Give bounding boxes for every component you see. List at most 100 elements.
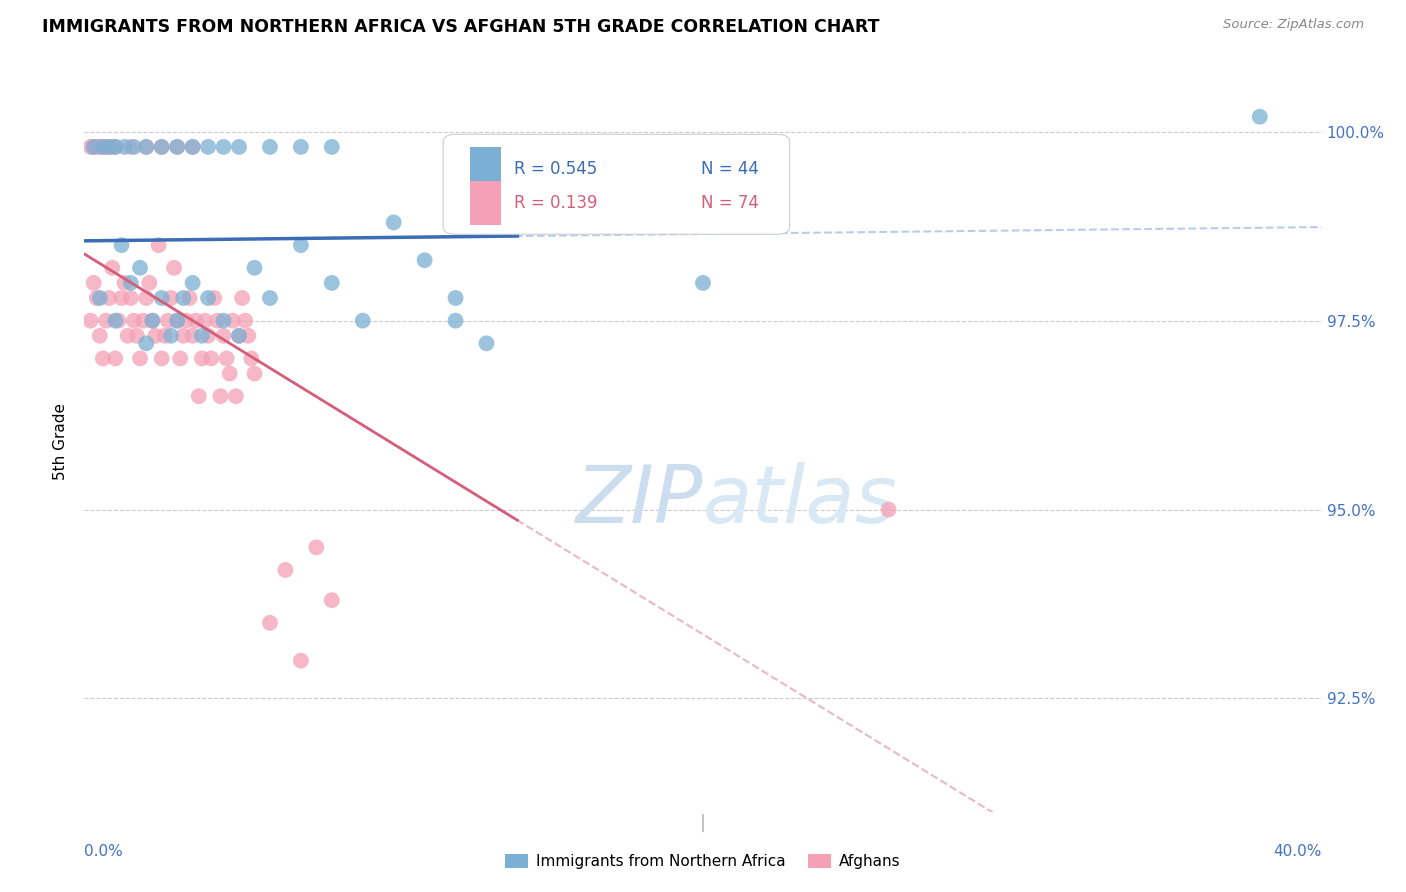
Point <box>444 291 467 305</box>
Point <box>94 140 117 154</box>
Point <box>135 336 157 351</box>
Point <box>181 328 204 343</box>
Point <box>117 328 139 343</box>
Point <box>79 313 101 327</box>
Point <box>135 140 157 154</box>
Point <box>240 351 263 366</box>
Point <box>150 291 173 305</box>
Point <box>89 328 111 343</box>
Point <box>160 328 183 343</box>
Point <box>212 140 235 154</box>
Point <box>212 328 235 343</box>
Point <box>215 351 238 366</box>
Point <box>259 140 281 154</box>
Point <box>181 140 204 154</box>
Point <box>181 140 204 154</box>
Point <box>200 351 222 366</box>
Point <box>225 389 247 403</box>
Point <box>172 291 194 305</box>
Point <box>413 253 436 268</box>
Point <box>169 351 191 366</box>
Text: atlas: atlas <box>703 462 898 540</box>
Point <box>877 502 900 516</box>
Point <box>194 313 217 327</box>
Point <box>114 140 136 154</box>
Point <box>150 140 173 154</box>
Point <box>114 276 136 290</box>
Point <box>91 351 114 366</box>
Point <box>321 276 343 290</box>
Point <box>141 313 163 327</box>
Point <box>89 140 111 154</box>
Point <box>153 328 176 343</box>
Point <box>98 291 121 305</box>
Point <box>166 313 188 327</box>
Point <box>120 291 142 305</box>
Point <box>228 140 250 154</box>
FancyBboxPatch shape <box>443 135 790 235</box>
Point <box>138 276 160 290</box>
Point <box>218 367 240 381</box>
Point <box>197 328 219 343</box>
Point <box>104 351 127 366</box>
Point <box>228 328 250 343</box>
Point <box>352 313 374 327</box>
Point <box>129 351 152 366</box>
Text: R = 0.545: R = 0.545 <box>513 160 598 178</box>
Point <box>135 291 157 305</box>
Point <box>321 593 343 607</box>
Point <box>150 351 173 366</box>
Point <box>150 140 173 154</box>
Point <box>160 291 183 305</box>
Point <box>475 336 498 351</box>
Point <box>222 313 245 327</box>
Point <box>107 313 129 327</box>
Point <box>98 140 121 154</box>
Point <box>382 215 405 229</box>
Point <box>191 328 214 343</box>
Point <box>166 140 188 154</box>
Point <box>104 140 127 154</box>
Point <box>181 276 204 290</box>
Point <box>129 260 152 275</box>
Point <box>228 328 250 343</box>
Point <box>135 140 157 154</box>
Point <box>176 313 198 327</box>
Point <box>89 291 111 305</box>
Point <box>321 140 343 154</box>
Point <box>305 541 328 555</box>
Point <box>120 140 142 154</box>
Y-axis label: 5th Grade: 5th Grade <box>53 403 69 480</box>
Point <box>1249 110 1271 124</box>
Point <box>101 140 124 154</box>
Point <box>86 291 108 305</box>
Point <box>110 238 132 252</box>
Bar <box>471 146 502 191</box>
Point <box>104 313 127 327</box>
Point <box>104 140 127 154</box>
Point <box>120 276 142 290</box>
Point <box>94 313 117 327</box>
Point <box>259 291 281 305</box>
Point <box>197 140 219 154</box>
Point <box>233 313 256 327</box>
Point <box>191 351 214 366</box>
Point <box>156 313 179 327</box>
Point <box>259 615 281 630</box>
Point <box>91 140 114 154</box>
Point <box>122 140 145 154</box>
Text: N = 44: N = 44 <box>700 160 759 178</box>
Point <box>145 328 167 343</box>
Point <box>83 276 105 290</box>
Point <box>132 313 155 327</box>
Text: IMMIGRANTS FROM NORTHERN AFRICA VS AFGHAN 5TH GRADE CORRELATION CHART: IMMIGRANTS FROM NORTHERN AFRICA VS AFGHA… <box>42 18 880 36</box>
Point <box>692 276 714 290</box>
Point <box>101 260 124 275</box>
Legend: Immigrants from Northern Africa, Afghans: Immigrants from Northern Africa, Afghans <box>499 848 907 875</box>
Text: 0.0%: 0.0% <box>84 845 124 859</box>
Point <box>83 140 105 154</box>
Point <box>207 313 229 327</box>
Point <box>243 260 266 275</box>
Point <box>212 313 235 327</box>
Point <box>184 313 207 327</box>
